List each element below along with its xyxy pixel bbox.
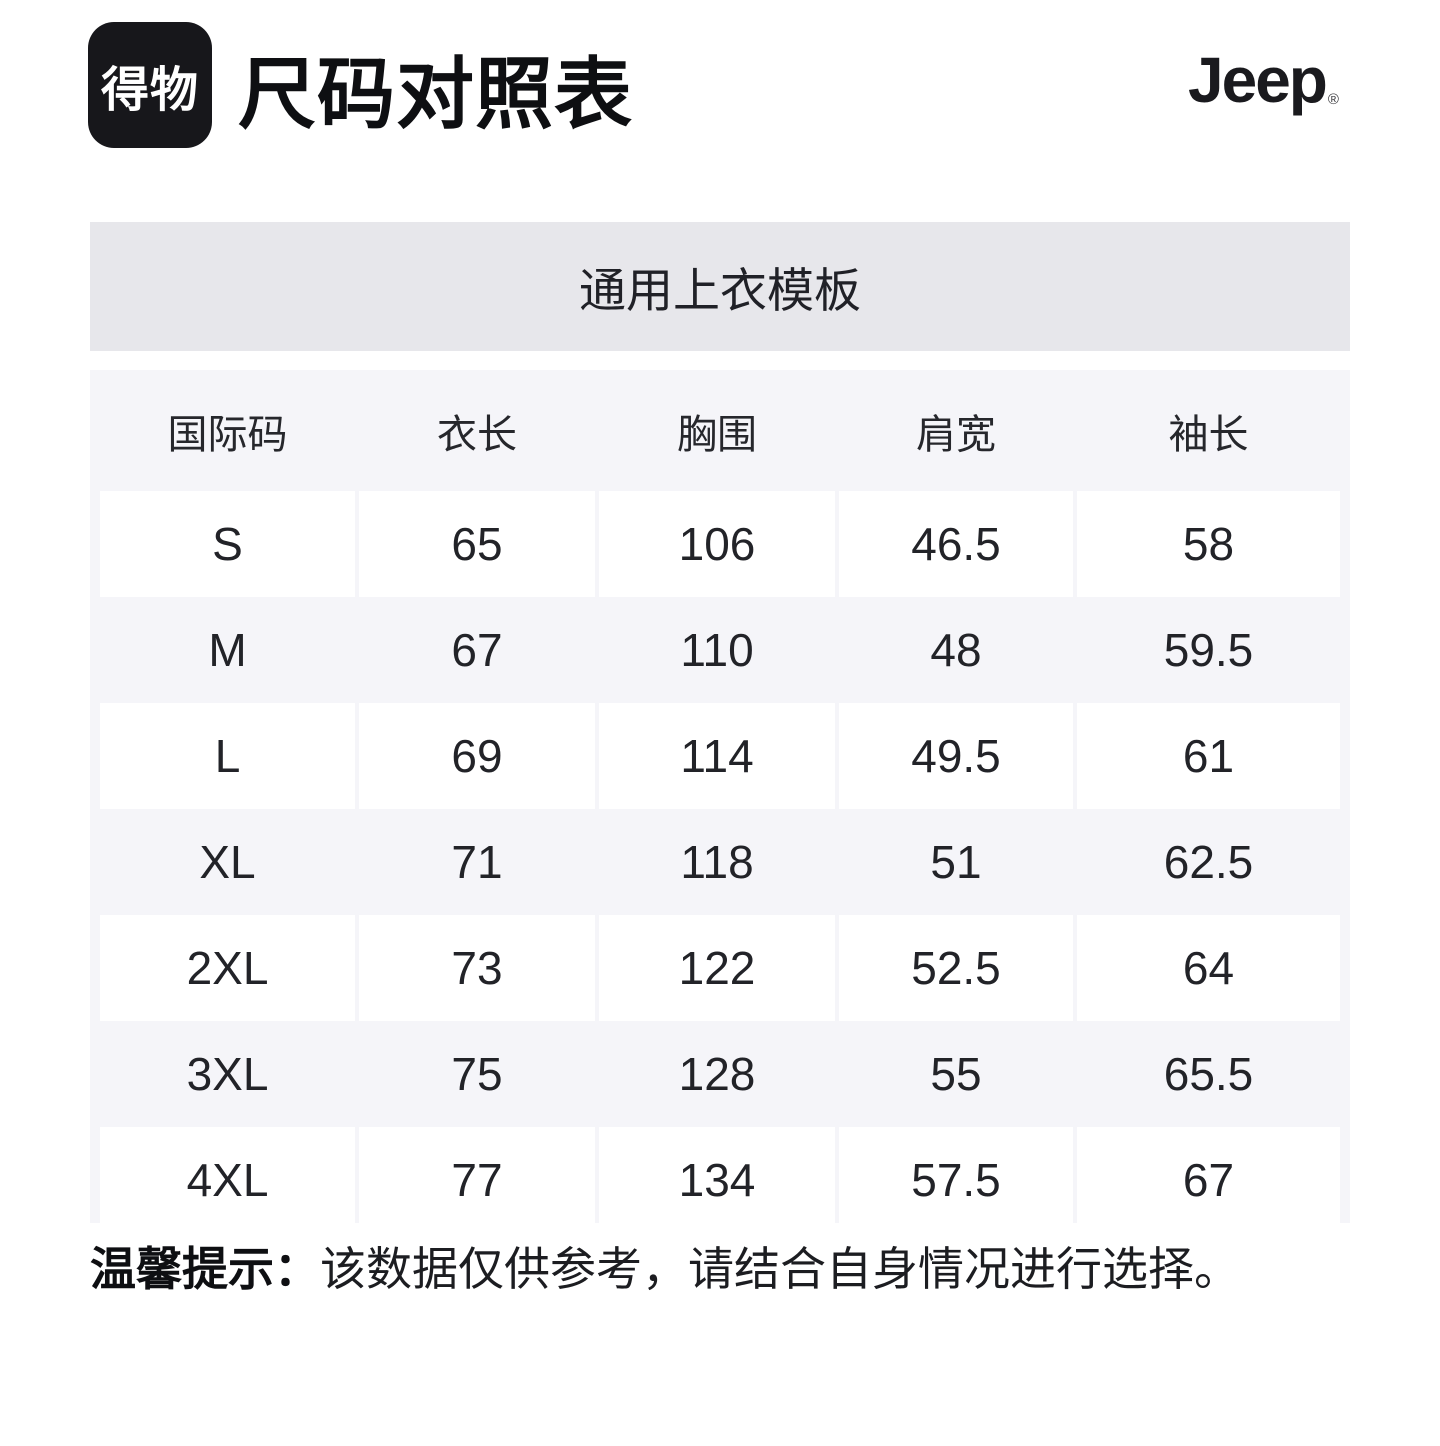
value-cell: 49.5 xyxy=(839,703,1073,809)
size-cell: XL xyxy=(199,836,256,888)
size-cell: 4XL xyxy=(100,1127,355,1223)
table-body: S 65 106 46.5 58 M 67 110 48 59.5 L 69 114 49.5 61 XL 71… xyxy=(90,491,1350,1223)
value-cell: 67 xyxy=(451,624,503,676)
template-banner: 通用上衣模板 xyxy=(90,222,1350,351)
dewu-logo-text: 得物 xyxy=(100,64,199,117)
template-banner-label: 通用上衣模板 xyxy=(579,264,861,317)
value-cell: 57.5 xyxy=(839,1127,1073,1223)
table-row: S 65 106 46.5 58 xyxy=(90,491,1350,597)
table-row: L 69 114 49.5 61 xyxy=(90,703,1350,809)
value-cell: 71 xyxy=(451,836,503,888)
value-cell: 114 xyxy=(599,703,835,809)
value-cell: 51 xyxy=(930,836,982,888)
value-cell: 118 xyxy=(680,836,754,888)
registered-trademark-mark: ® xyxy=(1327,91,1339,108)
value-cell: 48 xyxy=(930,624,982,676)
notice-label: 温馨提示： xyxy=(90,1243,320,1295)
column-header: 肩宽 xyxy=(916,412,996,457)
value-cell: 55 xyxy=(930,1048,982,1100)
notice: 温馨提示：该数据仅供参考，请结合自身情况进行选择。 xyxy=(90,1240,1390,1300)
value-cell: 62.5 xyxy=(1163,836,1254,888)
table-header-row: 国际码 衣长 胸围 肩宽 袖长 xyxy=(90,370,1350,491)
size-cell: L xyxy=(100,703,355,809)
table-row: 4XL 77 134 57.5 67 xyxy=(90,1127,1350,1223)
value-cell: 110 xyxy=(680,624,754,676)
value-cell: 52.5 xyxy=(839,915,1073,1021)
value-cell: 67 xyxy=(1077,1127,1340,1223)
jeep-logo: Jeep ® xyxy=(1188,48,1339,112)
value-cell: 65 xyxy=(359,491,595,597)
value-cell: 64 xyxy=(1077,915,1340,1021)
column-header: 胸围 xyxy=(677,412,757,457)
dewu-logo: 得物 xyxy=(88,22,212,148)
column-header: 袖长 xyxy=(1168,412,1249,457)
table-row: XL 71 118 51 62.5 xyxy=(90,809,1350,915)
column-header: 衣长 xyxy=(437,412,517,457)
table-row: M 67 110 48 59.5 xyxy=(90,597,1350,703)
value-cell: 59.5 xyxy=(1163,624,1254,676)
notice-text: 该数据仅供参考，请结合自身情况进行选择。 xyxy=(320,1243,1240,1295)
size-table: 国际码 衣长 胸围 肩宽 袖长 S 65 106 46.5 58 M 67 110 48 59.5 L 69 1… xyxy=(90,370,1350,1223)
value-cell: 58 xyxy=(1077,491,1340,597)
value-cell: 77 xyxy=(359,1127,595,1223)
value-cell: 46.5 xyxy=(839,491,1073,597)
value-cell: 65.5 xyxy=(1163,1048,1254,1100)
value-cell: 69 xyxy=(359,703,595,809)
column-header: 国际码 xyxy=(167,412,288,457)
value-cell: 122 xyxy=(599,915,835,1021)
value-cell: 134 xyxy=(599,1127,835,1223)
size-cell: 2XL xyxy=(100,915,355,1021)
size-cell: M xyxy=(208,624,247,676)
page-title: 尺码对照表 xyxy=(238,50,634,138)
value-cell: 75 xyxy=(451,1048,503,1100)
value-cell: 106 xyxy=(599,491,835,597)
jeep-logo-text: Jeep xyxy=(1188,44,1328,116)
value-cell: 61 xyxy=(1077,703,1340,809)
value-cell: 128 xyxy=(678,1048,756,1100)
table-row: 3XL 75 128 55 65.5 xyxy=(90,1021,1350,1127)
table-row: 2XL 73 122 52.5 64 xyxy=(90,915,1350,1021)
size-cell: 3XL xyxy=(186,1048,269,1100)
value-cell: 73 xyxy=(359,915,595,1021)
size-cell: S xyxy=(100,491,355,597)
